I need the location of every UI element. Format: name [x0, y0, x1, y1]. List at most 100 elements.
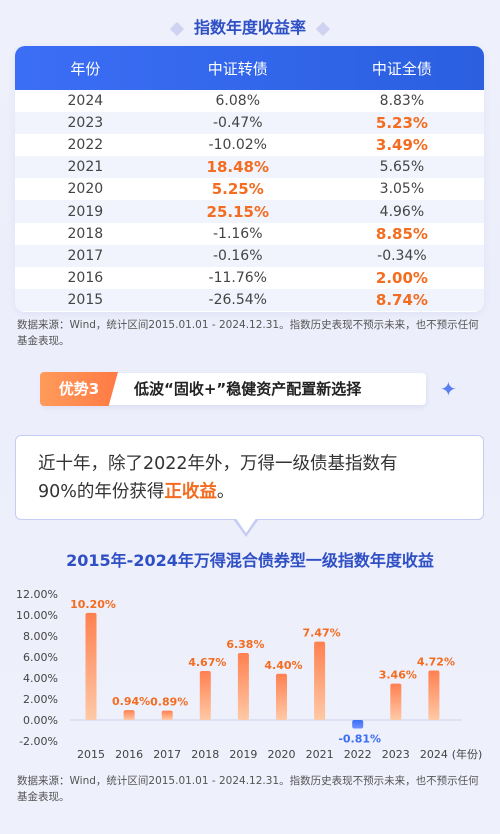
x-tick-label: 2022 — [344, 748, 372, 761]
value-label: 7.47% — [303, 627, 341, 640]
cell-convertible: -1.16% — [212, 225, 263, 242]
bar-2021 — [314, 641, 326, 720]
header-convertible: 中证转债 — [207, 59, 268, 78]
bar-2024 — [428, 670, 440, 720]
table-header-row: 年份 中证转债 中证全债 — [15, 46, 484, 90]
cell-year: 2017 — [67, 247, 104, 264]
cell-all-bond: 4.96% — [379, 203, 425, 220]
header-all-bond: 中证全债 — [371, 59, 432, 78]
value-label: 4.40% — [264, 659, 302, 672]
cell-year: 2021 — [67, 159, 104, 176]
returns-table-card: 年份 中证转债 中证全债 2024 6.08% 8.83% 2023 -0.47% 5.2… — [15, 46, 484, 312]
y-tick-label: 12.00% — [16, 588, 58, 601]
value-label: 6.38% — [226, 638, 264, 651]
cell-all-bond: 3.05% — [379, 181, 425, 198]
y-tick-label: 10.00% — [16, 609, 58, 622]
x-tick-label: 2023 — [382, 748, 410, 761]
quote-highlight: 正收益 — [164, 482, 217, 502]
x-tick-label: 2016 — [115, 748, 143, 761]
cell-year: 2019 — [67, 203, 104, 220]
bar-2017 — [161, 710, 173, 720]
value-label: 3.46% — [379, 669, 417, 682]
quote-box: 近十年，除了2022年外，万得一级债基指数有 90%的年份获得正收益。 — [15, 435, 484, 520]
table-row: 2019 25.15% 4.96% — [15, 200, 484, 223]
cell-year: 2022 — [67, 137, 104, 154]
table-row: 2020 5.25% 3.05% — [15, 178, 484, 201]
table-row: 2016 -11.76% 2.00% — [15, 266, 484, 289]
bar-2023 — [390, 683, 402, 720]
cell-year: 2016 — [67, 269, 104, 286]
cell-all-bond: 3.49% — [375, 136, 428, 155]
quote-suffix: 。 — [216, 482, 235, 502]
cell-convertible: 5.25% — [211, 180, 264, 199]
cell-all-bond: 8.85% — [375, 224, 428, 243]
cell-convertible: -0.47% — [212, 115, 263, 132]
advantage-tag: 优势3 — [40, 372, 118, 406]
cell-year: 2020 — [67, 181, 104, 198]
sparkle-icon: ✦ — [440, 377, 457, 401]
x-unit-label: (年份) — [452, 747, 483, 761]
y-tick-label: 8.00% — [23, 630, 58, 643]
quote-line-1: 近十年，除了2022年外，万得一级债基指数有 — [38, 454, 398, 474]
bar-2022 — [352, 720, 364, 729]
x-tick-label: 2020 — [268, 748, 296, 761]
table-row: 2021 18.48% 5.65% — [15, 156, 484, 179]
x-tick-label: 2019 — [229, 748, 257, 761]
header-year: 年份 — [70, 59, 101, 78]
x-tick-label: 2021 — [306, 748, 334, 761]
value-label: 4.67% — [188, 656, 226, 669]
table-row: 2017 -0.16% -0.34% — [15, 244, 484, 267]
table-row: 2018 -1.16% 8.85% — [15, 222, 484, 245]
cell-convertible: -26.54% — [208, 291, 267, 308]
cell-all-bond: 5.23% — [375, 114, 428, 133]
table-row: 2022 -10.02% 3.49% — [15, 134, 484, 157]
x-tick-label: 2024 — [420, 748, 448, 761]
x-tick-label: 2018 — [191, 748, 219, 761]
bar-2015 — [85, 612, 97, 720]
diamond-decoration-icon — [315, 21, 331, 36]
returns-table: 年份 中证转债 中证全债 2024 6.08% 8.83% 2023 -0.47% 5.2… — [15, 46, 484, 311]
annual-returns-bar-chart: 12.00% 10.00% 8.00% 6.00% 4.00% 2.00% 0.00% -2.… — [16, 588, 483, 761]
table-section-title: 指数年度收益率 — [0, 14, 500, 38]
cell-convertible: 18.48% — [206, 158, 269, 177]
bar-2018 — [199, 670, 211, 720]
table-row: 2023 -0.47% 5.23% — [15, 112, 484, 135]
bar-2020 — [276, 673, 287, 720]
y-tick-label: 4.00% — [23, 672, 58, 685]
advantage-banner: 优势3 低波“固收+”稳健资产配置新选择 — [40, 372, 426, 406]
cell-year: 2015 — [67, 291, 104, 308]
x-tick-label: 2015 — [77, 748, 105, 761]
cell-convertible: -11.76% — [208, 269, 267, 286]
cell-all-bond: 2.00% — [375, 268, 428, 287]
value-label: 0.94% — [112, 695, 150, 708]
cell-all-bond: 8.83% — [379, 93, 425, 110]
cell-convertible: -0.16% — [212, 247, 263, 264]
data-source-note: 数据来源：Wind，统计区间2015.01.01 - 2024.12.31。指数… — [17, 319, 479, 347]
y-tick-label: 2.00% — [23, 693, 58, 706]
x-tick-label: 2017 — [153, 748, 181, 761]
data-source-note-bottom: 数据来源：Wind，统计区间2015.01.01 - 2024.12.31。指数… — [17, 775, 479, 803]
cell-all-bond: -0.34% — [377, 247, 427, 264]
cell-year: 2018 — [67, 225, 104, 242]
value-label: -0.81% — [338, 733, 381, 746]
y-tick-label: 0.00% — [23, 714, 58, 727]
table-row: 2024 6.08% 8.83% — [15, 90, 484, 113]
cell-all-bond: 5.65% — [379, 159, 425, 176]
table-row: 2015 -26.54% 8.74% — [15, 288, 484, 311]
advantage-text: 低波“固收+”稳健资产配置新选择 — [134, 380, 362, 398]
bar-2019 — [237, 653, 249, 720]
table-title: 指数年度收益率 — [193, 18, 306, 37]
cell-year: 2023 — [67, 115, 104, 132]
value-label: 0.89% — [150, 696, 188, 709]
cell-convertible: -10.02% — [208, 137, 267, 154]
quote-line-2: 90%的年份获得正收益。 — [38, 478, 461, 506]
cell-convertible: 6.08% — [215, 93, 260, 110]
y-tick-label: -2.00% — [19, 735, 58, 748]
cell-convertible: 25.15% — [206, 202, 269, 221]
cell-all-bond: 8.74% — [375, 290, 428, 309]
diamond-decoration-icon — [169, 21, 185, 36]
chart-title: 2015年-2024年万得混合债券型一级指数年度收益 — [66, 551, 434, 570]
y-tick-label: 6.00% — [23, 651, 58, 664]
bar-2016 — [123, 710, 135, 720]
value-label: 4.72% — [417, 655, 455, 668]
